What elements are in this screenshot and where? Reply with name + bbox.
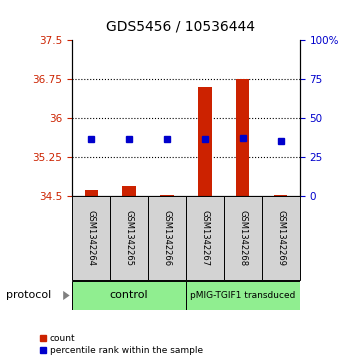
Bar [72,281,186,310]
Polygon shape [63,291,70,300]
Bar [224,196,262,280]
Text: GSM1342264: GSM1342264 [87,210,96,266]
Text: GSM1342266: GSM1342266 [162,210,171,266]
Bar [186,281,300,310]
Bar [84,190,98,196]
Text: control: control [110,290,148,301]
Bar [262,196,300,280]
Text: GSM1342265: GSM1342265 [125,210,134,266]
Bar [198,87,212,196]
Text: GSM1342268: GSM1342268 [238,210,247,266]
Legend: count, percentile rank within the sample: count, percentile rank within the sample [37,331,206,359]
Text: GSM1342269: GSM1342269 [276,210,285,266]
Bar [122,185,136,196]
Text: GDS5456 / 10536444: GDS5456 / 10536444 [106,20,255,34]
Bar [110,196,148,280]
Bar [236,79,249,196]
Bar [186,196,224,280]
Bar [274,195,287,196]
Text: protocol: protocol [6,290,52,301]
Bar [148,196,186,280]
Text: GSM1342267: GSM1342267 [200,210,209,266]
Text: pMIG-TGIF1 transduced: pMIG-TGIF1 transduced [190,291,295,300]
Bar [72,196,110,280]
